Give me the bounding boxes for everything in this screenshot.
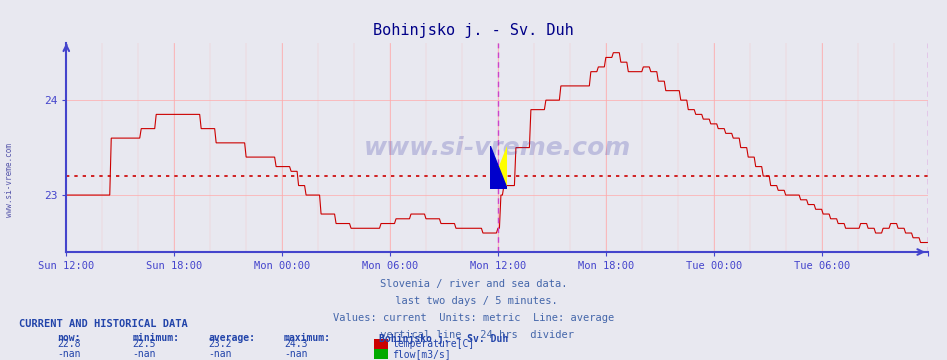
Text: www.si-vreme.com: www.si-vreme.com	[364, 136, 631, 159]
Polygon shape	[491, 146, 508, 189]
Text: 22.5: 22.5	[133, 339, 156, 349]
Polygon shape	[491, 146, 508, 189]
Text: 23.2: 23.2	[208, 339, 232, 349]
Text: 22.8: 22.8	[57, 339, 80, 349]
Bar	[374, 339, 388, 349]
Text: Bohinjsko j. - Sv. Duh: Bohinjsko j. - Sv. Duh	[379, 333, 508, 344]
Text: CURRENT AND HISTORICAL DATA: CURRENT AND HISTORICAL DATA	[19, 319, 188, 329]
Text: flow[m3/s]: flow[m3/s]	[392, 349, 451, 359]
Text: www.si-vreme.com: www.si-vreme.com	[5, 143, 14, 217]
Text: Slovenia / river and sea data.: Slovenia / river and sea data.	[380, 279, 567, 289]
Text: Bohinjsko j. - Sv. Duh: Bohinjsko j. - Sv. Duh	[373, 23, 574, 39]
Bar	[374, 349, 388, 359]
Text: temperature[C]: temperature[C]	[392, 339, 474, 349]
Text: Values: current  Units: metric  Line: average: Values: current Units: metric Line: aver…	[333, 313, 614, 323]
Text: -nan: -nan	[284, 349, 308, 359]
Text: last two days / 5 minutes.: last two days / 5 minutes.	[389, 296, 558, 306]
Text: -nan: -nan	[57, 349, 80, 359]
Text: now:: now:	[57, 333, 80, 343]
Text: vertical line - 24 hrs  divider: vertical line - 24 hrs divider	[373, 330, 574, 340]
Text: average:: average:	[208, 333, 256, 343]
Text: 24.3: 24.3	[284, 339, 308, 349]
Text: -nan: -nan	[133, 349, 156, 359]
Text: -nan: -nan	[208, 349, 232, 359]
Text: minimum:: minimum:	[133, 333, 180, 343]
Text: maximum:: maximum:	[284, 333, 331, 343]
